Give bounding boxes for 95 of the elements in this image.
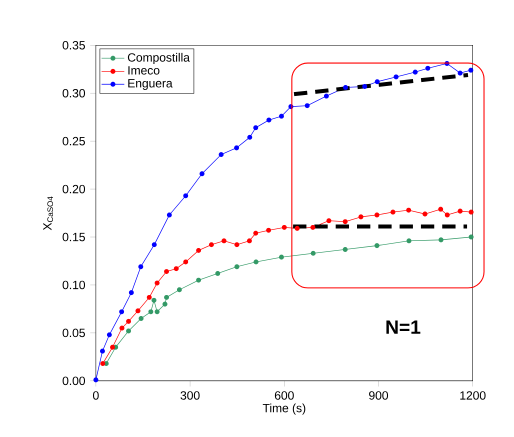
point [234, 264, 240, 270]
point [279, 254, 284, 260]
x-axis-title: Time (s) [262, 404, 306, 415]
point [458, 70, 463, 76]
point [126, 319, 131, 324]
point [394, 74, 399, 80]
point [468, 210, 474, 215]
point [247, 134, 252, 140]
y-tick-label: 0.00 [62, 376, 86, 386]
point [468, 234, 474, 240]
point [152, 298, 156, 303]
point [110, 344, 115, 350]
point [234, 242, 240, 248]
point [342, 247, 348, 252]
point [253, 230, 258, 236]
point [310, 225, 316, 230]
y-tick-label: 0.30 [62, 89, 86, 98]
point [174, 266, 179, 272]
point [154, 309, 160, 314]
point [342, 219, 348, 224]
point [146, 295, 152, 300]
point [425, 66, 430, 71]
point [282, 225, 287, 230]
point [222, 238, 226, 244]
point [164, 269, 169, 274]
point [468, 68, 474, 73]
y-tick-label: 0.20 [62, 184, 86, 194]
point [324, 94, 329, 99]
point [458, 208, 463, 214]
y-tick-label: 0.35 [62, 41, 85, 50]
legend-label: Imeco [128, 66, 160, 75]
point [93, 378, 98, 382]
point [215, 271, 220, 276]
point [208, 242, 214, 248]
point [374, 243, 380, 248]
point [246, 238, 252, 244]
point [444, 212, 450, 218]
point [406, 208, 412, 213]
point [294, 226, 300, 231]
point [422, 212, 428, 217]
legend-label: Compostilla [128, 53, 190, 64]
point [279, 114, 284, 119]
x-tick-label: 1200 [460, 391, 486, 400]
y-axis-title: X$_{CaSO4}$ [43, 196, 54, 230]
legend-label: Enguera [128, 79, 173, 90]
point [148, 309, 154, 314]
point [196, 278, 202, 283]
point [343, 85, 348, 90]
point [126, 328, 131, 334]
point [119, 309, 124, 314]
point [362, 84, 368, 90]
point [152, 242, 157, 248]
point [390, 210, 396, 215]
point [412, 70, 418, 75]
point [218, 152, 224, 158]
point [406, 238, 412, 244]
point [200, 171, 204, 176]
y-tick-label: 0.15 [62, 232, 85, 242]
y-tick-label: 0.05 [62, 328, 85, 338]
point [100, 348, 105, 354]
point [128, 290, 134, 296]
point [374, 79, 380, 84]
point [304, 103, 310, 108]
point [358, 214, 364, 220]
point [164, 295, 169, 300]
point [135, 308, 140, 314]
y-tick-label: 0.10 [62, 280, 86, 290]
point [438, 238, 444, 242]
point [166, 212, 172, 218]
x-tick-label: 600 [274, 391, 294, 400]
point [183, 193, 188, 198]
x-tick-label: 300 [180, 391, 200, 400]
point [100, 361, 106, 366]
point [119, 326, 124, 331]
point [310, 250, 316, 256]
point [438, 206, 444, 212]
annotation: N=1 [386, 320, 420, 334]
point [106, 332, 112, 338]
point [183, 260, 188, 265]
point [138, 264, 144, 270]
y-tick-label: 0.25 [62, 137, 85, 146]
point [326, 218, 332, 224]
point [154, 280, 160, 286]
point [234, 146, 240, 150]
point [254, 260, 258, 265]
x-tick-label: 0 [93, 391, 99, 400]
point [162, 302, 168, 307]
point [253, 125, 258, 130]
point [266, 228, 272, 233]
point [138, 316, 144, 322]
x-tick-label: 900 [369, 391, 388, 400]
point [196, 248, 202, 254]
point [266, 118, 272, 123]
point [176, 287, 182, 292]
point [374, 212, 380, 218]
